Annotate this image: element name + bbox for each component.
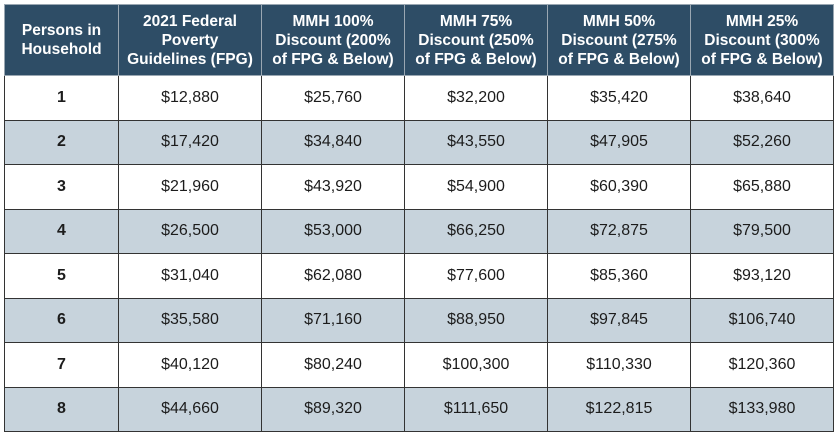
cell-discount-50-amount: $47,905 [547, 119, 691, 165]
header-row: Persons in Household 2021 Federal Povert… [4, 4, 834, 76]
cell-discount-25-amount: $65,880 [690, 164, 834, 210]
cell-discount-100-amount: $43,920 [261, 164, 405, 210]
table-header: Persons in Household 2021 Federal Povert… [4, 4, 834, 76]
poverty-guidelines-table: Persons in Household 2021 Federal Povert… [4, 4, 834, 432]
header-federal-poverty-guidelines: 2021 Federal Poverty Guidelines (FPG) [118, 4, 262, 76]
cell-fpg-amount: $35,580 [118, 297, 262, 343]
cell-household-size: 1 [4, 75, 119, 121]
table-row: 3 $21,960 $43,920 $54,900 $60,390 $65,880 [4, 164, 834, 210]
cell-fpg-amount: $40,120 [118, 342, 262, 388]
cell-discount-50-amount: $97,845 [547, 297, 691, 343]
cell-household-size: 6 [4, 297, 119, 343]
cell-discount-25-amount: $106,740 [690, 297, 834, 343]
cell-discount-75-amount: $77,600 [404, 253, 548, 299]
table-row: 8 $44,660 $89,320 $111,650 $122,815 $133,980 [4, 386, 834, 432]
cell-discount-50-amount: $110,330 [547, 342, 691, 388]
cell-fpg-amount: $12,880 [118, 75, 262, 121]
cell-discount-25-amount: $79,500 [690, 208, 834, 254]
cell-fpg-amount: $21,960 [118, 164, 262, 210]
cell-discount-25-amount: $133,980 [690, 386, 834, 432]
cell-household-size: 7 [4, 342, 119, 388]
cell-discount-50-amount: $35,420 [547, 75, 691, 121]
cell-discount-75-amount: $111,650 [404, 386, 548, 432]
cell-discount-100-amount: $89,320 [261, 386, 405, 432]
header-mmh-75-discount: MMH 75% Discount (250% of FPG & Below) [404, 4, 548, 76]
cell-discount-25-amount: $93,120 [690, 253, 834, 299]
cell-discount-100-amount: $62,080 [261, 253, 405, 299]
table-row: 4 $26,500 $53,000 $66,250 $72,875 $79,500 [4, 208, 834, 254]
cell-discount-100-amount: $53,000 [261, 208, 405, 254]
cell-discount-100-amount: $34,840 [261, 119, 405, 165]
cell-discount-100-amount: $25,760 [261, 75, 405, 121]
cell-household-size: 3 [4, 164, 119, 210]
cell-household-size: 5 [4, 253, 119, 299]
cell-fpg-amount: $44,660 [118, 386, 262, 432]
cell-discount-75-amount: $32,200 [404, 75, 548, 121]
cell-discount-50-amount: $122,815 [547, 386, 691, 432]
cell-discount-25-amount: $120,360 [690, 342, 834, 388]
cell-fpg-amount: $26,500 [118, 208, 262, 254]
cell-discount-50-amount: $72,875 [547, 208, 691, 254]
cell-discount-100-amount: $71,160 [261, 297, 405, 343]
header-mmh-50-discount: MMH 50% Discount (275% of FPG & Below) [547, 4, 691, 76]
cell-discount-25-amount: $52,260 [690, 119, 834, 165]
cell-discount-25-amount: $38,640 [690, 75, 834, 121]
cell-discount-75-amount: $88,950 [404, 297, 548, 343]
table-row: 1 $12,880 $25,760 $32,200 $35,420 $38,640 [4, 75, 834, 121]
table-row: 5 $31,040 $62,080 $77,600 $85,360 $93,120 [4, 253, 834, 299]
header-persons-in-household: Persons in Household [4, 4, 119, 76]
cell-discount-50-amount: $85,360 [547, 253, 691, 299]
table-container: Persons in Household 2021 Federal Povert… [4, 4, 834, 432]
cell-discount-75-amount: $43,550 [404, 119, 548, 165]
cell-household-size: 2 [4, 119, 119, 165]
table-body: 1 $12,880 $25,760 $32,200 $35,420 $38,640 2 $17… [4, 75, 834, 432]
table-row: 7 $40,120 $80,240 $100,300 $110,330 $120,360 [4, 342, 834, 388]
header-mmh-100-discount: MMH 100% Discount (200% of FPG & Below) [261, 4, 405, 76]
cell-discount-100-amount: $80,240 [261, 342, 405, 388]
cell-discount-75-amount: $54,900 [404, 164, 548, 210]
cell-discount-75-amount: $66,250 [404, 208, 548, 254]
header-mmh-25-discount: MMH 25% Discount (300% of FPG & Below) [690, 4, 834, 76]
cell-fpg-amount: $31,040 [118, 253, 262, 299]
cell-discount-50-amount: $60,390 [547, 164, 691, 210]
table-row: 6 $35,580 $71,160 $88,950 $97,845 $106,740 [4, 297, 834, 343]
cell-household-size: 4 [4, 208, 119, 254]
cell-fpg-amount: $17,420 [118, 119, 262, 165]
cell-discount-75-amount: $100,300 [404, 342, 548, 388]
cell-household-size: 8 [4, 386, 119, 432]
table-row: 2 $17,420 $34,840 $43,550 $47,905 $52,260 [4, 119, 834, 165]
